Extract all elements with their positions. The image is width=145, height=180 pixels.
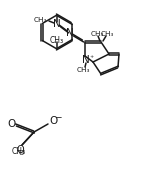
Text: −: − [54, 112, 62, 122]
Text: CH₃: CH₃ [100, 31, 114, 37]
Text: N: N [66, 28, 74, 38]
Text: ⁺: ⁺ [89, 53, 93, 62]
Text: N: N [82, 55, 90, 65]
Text: O: O [7, 119, 15, 129]
Text: CH₃: CH₃ [50, 35, 64, 44]
Text: CH₃: CH₃ [33, 17, 47, 23]
Text: O: O [16, 145, 24, 155]
Text: CH₃: CH₃ [90, 31, 104, 37]
Text: N: N [53, 19, 61, 29]
Text: CH₃: CH₃ [12, 147, 26, 156]
Text: O: O [49, 116, 57, 126]
Text: CH₃: CH₃ [76, 67, 90, 73]
Text: O: O [18, 150, 24, 156]
